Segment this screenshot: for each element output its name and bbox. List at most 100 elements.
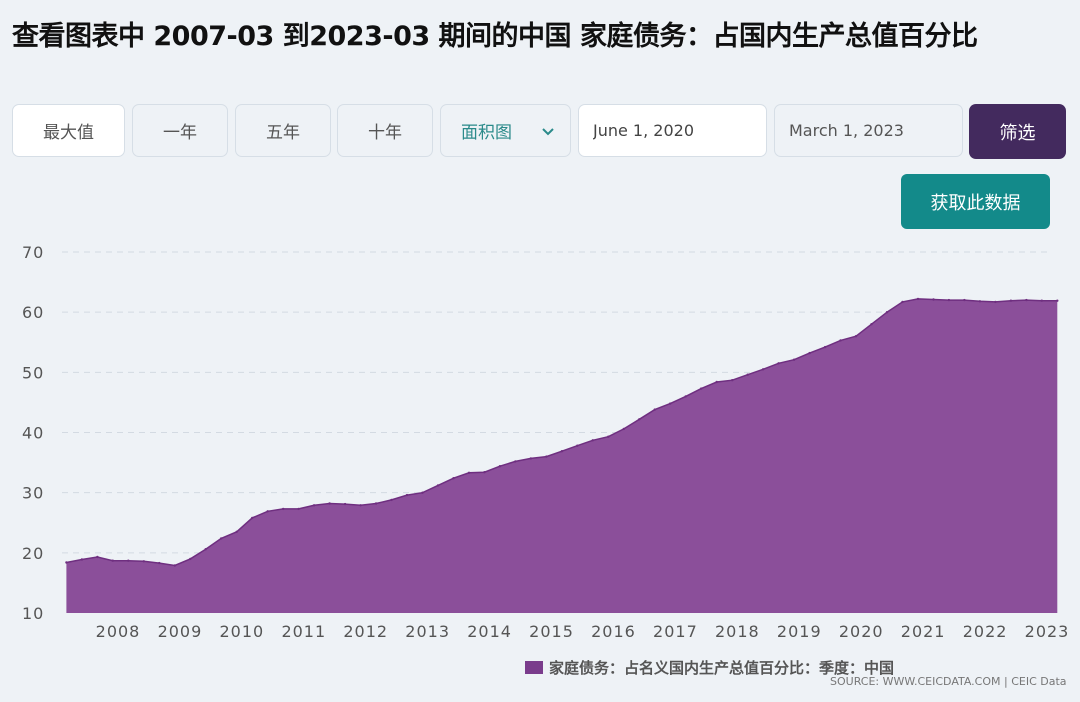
x-tick-label: 2011 — [281, 622, 326, 641]
data-point — [204, 548, 207, 551]
data-point — [731, 379, 734, 382]
data-point — [932, 298, 935, 301]
data-point — [251, 516, 254, 520]
x-tick-label: 2017 — [653, 622, 698, 641]
data-point — [1056, 299, 1059, 302]
data-point — [808, 351, 811, 355]
data-point — [266, 510, 269, 513]
start-date-input[interactable] — [578, 104, 767, 157]
x-tick-label: 2018 — [715, 622, 760, 641]
filter-button[interactable]: 筛选 — [969, 104, 1066, 159]
data-point — [978, 300, 982, 303]
y-tick-label: 60 — [22, 303, 44, 322]
legend-label: 家庭债务：占名义国内生产总值百分比：季度：中国 — [549, 659, 895, 677]
data-point — [947, 298, 951, 302]
data-point — [854, 335, 858, 338]
data-point — [576, 444, 579, 447]
x-tick-label: 2019 — [777, 622, 822, 641]
range-max-button[interactable]: 最大值 — [12, 104, 125, 157]
data-point — [901, 300, 904, 304]
y-tick-label: 10 — [22, 604, 44, 623]
get-data-button[interactable]: 获取此数据 — [901, 174, 1050, 229]
x-tick-label: 2009 — [158, 622, 203, 641]
chart-legend: 家庭债务：占名义国内生产总值百分比：季度：中国 — [525, 657, 894, 678]
range-1y-button[interactable]: 一年 — [132, 104, 228, 157]
y-tick-label: 70 — [22, 243, 44, 262]
data-point — [761, 368, 765, 371]
data-point — [669, 402, 672, 405]
x-tick-label: 2013 — [405, 622, 450, 641]
data-point — [374, 502, 378, 505]
data-point — [638, 418, 641, 421]
data-point — [1040, 299, 1044, 302]
data-point — [700, 387, 703, 390]
data-point — [870, 323, 873, 326]
data-point — [715, 380, 718, 384]
data-point — [220, 537, 223, 540]
data-point — [498, 465, 502, 468]
data-point — [390, 498, 393, 502]
data-point — [142, 560, 145, 563]
data-point — [297, 507, 300, 511]
data-point — [591, 439, 594, 442]
data-point — [916, 297, 920, 301]
data-point — [607, 435, 610, 438]
chart-type-label: 面积图 — [461, 123, 512, 143]
range-10y-button[interactable]: 十年 — [337, 104, 433, 157]
data-point — [560, 450, 564, 453]
data-point — [111, 559, 115, 562]
x-tick-label: 2014 — [467, 622, 512, 641]
data-point — [282, 507, 285, 511]
data-point — [235, 530, 238, 533]
x-tick-label: 2022 — [963, 622, 1008, 641]
data-point — [684, 395, 687, 398]
x-tick-label: 2023 — [1025, 622, 1070, 641]
data-point — [622, 427, 625, 431]
x-tick-label: 2010 — [220, 622, 265, 641]
data-point — [127, 559, 130, 562]
data-point — [96, 555, 99, 559]
data-point — [746, 373, 749, 376]
chart-controls: 最大值 一年 五年 十年 面积图 筛选 — [12, 104, 1068, 159]
data-point — [405, 493, 409, 497]
data-point — [653, 408, 656, 411]
end-date-input[interactable] — [774, 104, 963, 157]
y-tick-label: 30 — [22, 484, 44, 503]
data-point — [359, 504, 362, 507]
data-point — [963, 298, 966, 302]
data-point — [545, 455, 548, 458]
x-tick-label: 2012 — [343, 622, 388, 641]
x-tick-label: 2008 — [96, 622, 141, 641]
data-point — [514, 460, 517, 463]
source-credit: SOURCE: WWW.CEICDATA.COM | CEIC Data — [830, 675, 1067, 688]
data-point — [483, 471, 486, 474]
y-tick-label: 50 — [22, 363, 44, 382]
data-point — [1009, 299, 1013, 302]
data-point — [65, 561, 68, 564]
data-point — [80, 558, 84, 561]
data-point — [885, 311, 889, 314]
data-point — [189, 557, 192, 561]
data-point — [823, 345, 827, 349]
page-title: 查看图表中 2007-03 到2023-03 期间的中国 家庭债务：占国内生产总… — [12, 21, 978, 52]
y-tick-label: 40 — [22, 424, 44, 443]
data-point — [467, 471, 471, 474]
data-point — [994, 300, 997, 304]
data-point — [792, 358, 796, 361]
data-point — [343, 502, 347, 506]
range-5y-button[interactable]: 五年 — [235, 104, 331, 157]
chevron-down-icon — [542, 128, 554, 136]
series-area — [66, 298, 1058, 613]
y-tick-label: 20 — [22, 544, 44, 563]
data-point — [173, 564, 176, 567]
x-tick-label: 2015 — [529, 622, 574, 641]
data-point — [529, 457, 533, 460]
data-point — [158, 561, 161, 565]
data-point — [421, 491, 424, 494]
data-point — [452, 477, 455, 480]
chart-type-select[interactable]: 面积图 — [440, 104, 571, 157]
x-tick-label: 2021 — [901, 622, 946, 641]
legend-swatch — [525, 661, 543, 674]
data-point — [1025, 298, 1028, 302]
